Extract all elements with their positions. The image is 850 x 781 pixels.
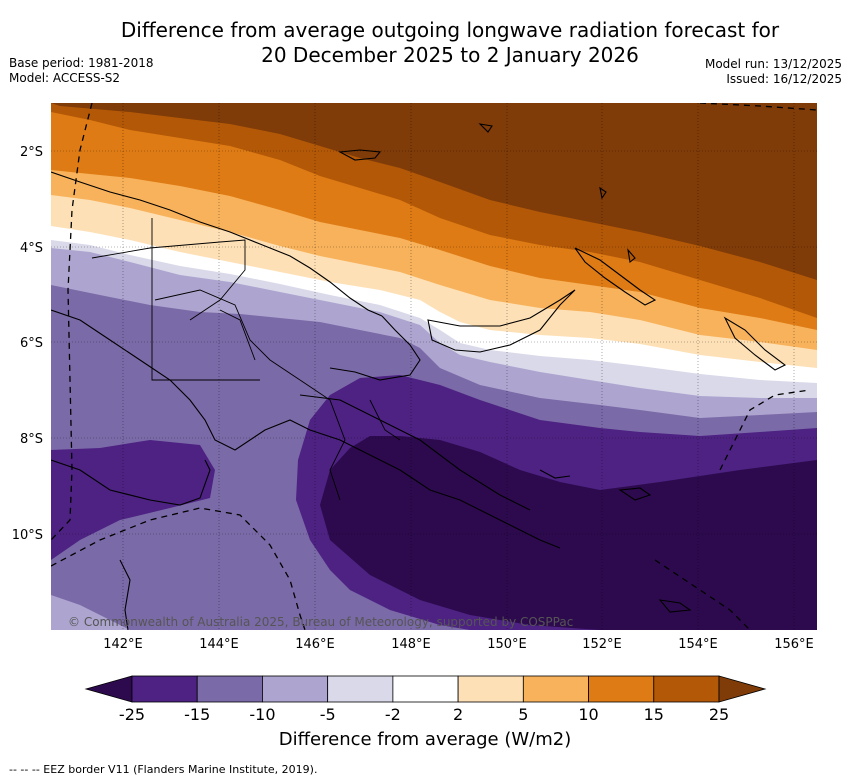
model-name: Model: ACCESS-S2 — [9, 71, 121, 85]
colorbar-tick-label: 15 — [644, 705, 664, 724]
colorbar-tick-label: -10 — [249, 705, 275, 724]
lon-label: 142°E — [103, 637, 143, 652]
lon-label: 148°E — [391, 637, 431, 652]
colorbar-segment — [392, 675, 459, 703]
borders — [91, 218, 401, 501]
colorbar-extend-low — [84, 675, 133, 703]
lat-label: 10°S — [12, 528, 43, 543]
lon-label: 150°E — [487, 637, 527, 652]
colorbar-tick-label: -15 — [184, 705, 210, 724]
colorbar: -25 -15 -10 -5 -2 2 5 10 15 25 — [84, 675, 767, 724]
colorbar-tick-label: -25 — [119, 705, 145, 724]
band-above-25 — [51, 103, 817, 280]
lon-axis: 142°E 144°E 146°E 148°E 150°E 152°E 154°… — [103, 637, 814, 652]
colorbar-tick-label: 5 — [518, 705, 528, 724]
colorbar-segment — [653, 675, 720, 703]
colorbar-segment — [588, 675, 655, 703]
colorbar-segment — [196, 675, 263, 703]
lon-label: 146°E — [295, 637, 335, 652]
title-line-1: Difference from average outgoing longwav… — [120, 18, 780, 42]
meta-right: Model run: 13/12/2025 Issued: 16/12/2025 — [705, 57, 842, 87]
base-period: Base period: 1981-2018 — [9, 56, 154, 70]
meta-left: Base period: 1981-2018 Model: ACCESS-S2 — [9, 56, 154, 86]
band-below-25-core — [395, 440, 540, 525]
colorbar-segment — [522, 675, 589, 703]
lat-label: 4°S — [20, 241, 43, 256]
olr-anomaly-field: © Commonwealth of Australia 2025, Bureau… — [51, 103, 817, 630]
colorbar-segment — [327, 675, 394, 703]
colorbar-tick-label: -2 — [385, 705, 401, 724]
coastlines — [51, 123, 787, 630]
colorbar-segment — [262, 675, 329, 703]
graticule — [51, 103, 817, 630]
colorbar-title: Difference from average (W/m2) — [278, 729, 572, 750]
colorbar-tick-label: -5 — [320, 705, 336, 724]
lat-label: 8°S — [20, 432, 43, 447]
eez-borders — [51, 103, 817, 630]
lon-label: 144°E — [199, 637, 239, 652]
lon-label: 152°E — [582, 637, 622, 652]
lon-label: 154°E — [678, 637, 718, 652]
eez-legend-note: -- -- -- EEZ border V11 (Flanders Marine… — [9, 763, 318, 776]
band-neg10-neg5-lower — [51, 595, 130, 630]
issued-date: Issued: 16/12/2025 — [726, 72, 842, 86]
chart-title: Difference from average outgoing longwav… — [0, 18, 850, 68]
title-line-2: 20 December 2025 to 2 January 2026 — [261, 43, 639, 67]
lon-label: 156°E — [774, 637, 814, 652]
copyright-notice: © Commonwealth of Australia 2025, Bureau… — [68, 615, 573, 629]
lat-label: 6°S — [20, 336, 43, 351]
model-run: Model run: 13/12/2025 — [704, 57, 842, 71]
colorbar-tick-label: 25 — [709, 705, 729, 724]
colorbar-segment — [457, 675, 524, 703]
colorbar-segment — [131, 675, 198, 703]
colorbar-extend-high — [718, 675, 767, 703]
colorbar-tick-label: 2 — [453, 705, 463, 724]
lat-axis: 2°S 4°S 6°S 8°S 10°S — [12, 145, 43, 543]
colorbar-tick-label: 10 — [578, 705, 598, 724]
lat-label: 2°S — [20, 145, 43, 160]
